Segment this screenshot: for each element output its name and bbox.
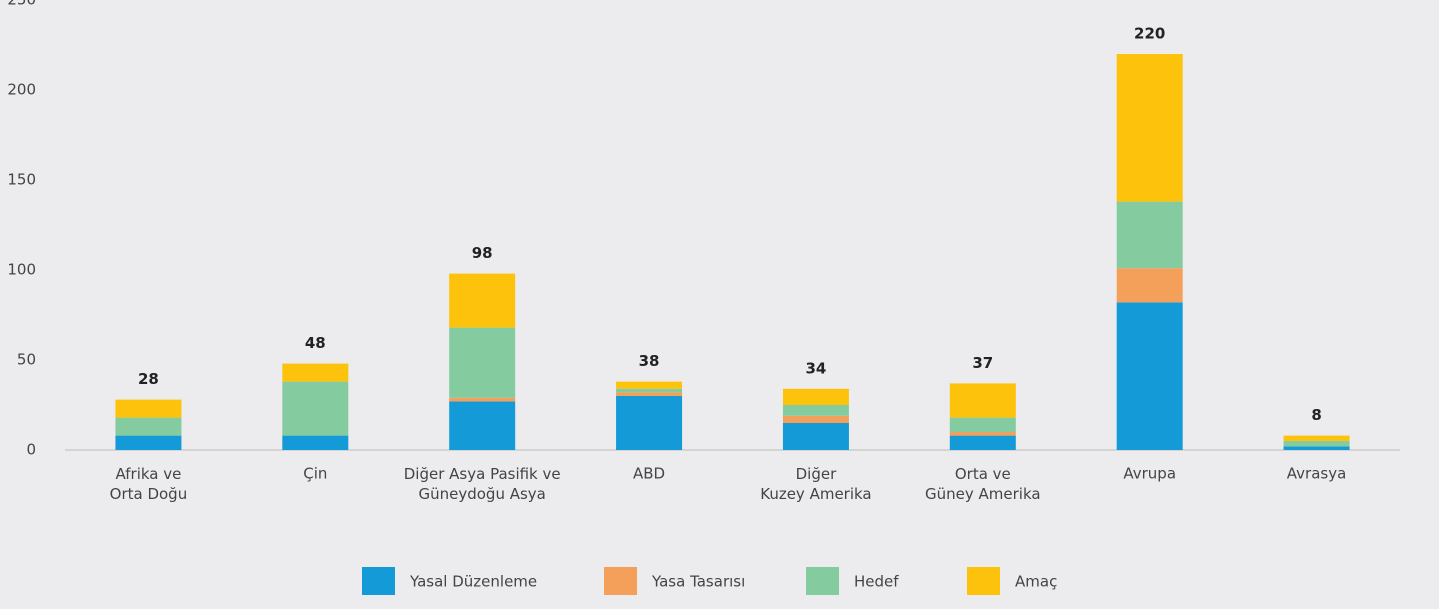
legend-swatch xyxy=(604,567,637,595)
y-tick-label: 200 xyxy=(7,81,36,99)
legend-label: Hedef xyxy=(854,573,899,591)
bar-segment xyxy=(949,383,1016,418)
bar-segment xyxy=(949,432,1016,436)
bar-segment xyxy=(782,405,849,416)
bar-segment xyxy=(616,392,683,396)
bar-segment xyxy=(949,435,1016,450)
bar-segment xyxy=(1283,435,1350,441)
bar-segment xyxy=(1283,441,1350,447)
x-tick-label: Afrika ve Orta Doğu xyxy=(110,465,188,503)
bar-segment xyxy=(115,417,182,436)
y-tick-label: 150 xyxy=(7,171,36,189)
legend-swatch xyxy=(806,567,839,595)
x-tick-label: Çin xyxy=(303,465,327,483)
total-label: 28 xyxy=(138,370,159,388)
bar-segment xyxy=(782,415,849,423)
legend-label: Amaç xyxy=(1015,573,1057,591)
x-tick-label: Diğer Asya Pasifik ve Güneydoğu Asya xyxy=(404,465,561,503)
total-label: 38 xyxy=(639,352,660,370)
y-tick-label: 100 xyxy=(7,261,36,279)
bar-segment xyxy=(782,388,849,405)
bar-segment xyxy=(1116,54,1183,202)
x-tick-label: Orta ve Güney Amerika xyxy=(925,465,1041,503)
bar-segment xyxy=(449,273,516,328)
bar-segment xyxy=(115,399,182,418)
bar-segment xyxy=(282,435,349,450)
total-label: 98 xyxy=(472,244,493,262)
total-label: 34 xyxy=(806,359,827,377)
bar-segment xyxy=(282,363,349,382)
x-tick-label: Avrupa xyxy=(1123,465,1176,483)
total-label: 220 xyxy=(1134,25,1165,43)
bar-segment xyxy=(1116,302,1183,450)
bar-segment xyxy=(449,401,516,450)
bar-segment xyxy=(449,327,516,398)
bar-segment xyxy=(449,397,516,402)
legend-swatch xyxy=(967,567,1000,595)
bar-segment xyxy=(782,423,849,450)
legend-label: Yasa Tasarısı xyxy=(651,573,745,591)
x-tick-label: Avrasya xyxy=(1287,465,1347,483)
bar-segment xyxy=(616,396,683,450)
bar-segment xyxy=(616,388,683,393)
y-tick-label: 0 xyxy=(26,441,36,459)
bar-segment xyxy=(1116,201,1183,269)
y-tick-label: 50 xyxy=(17,351,36,369)
bar-segment xyxy=(1116,268,1183,303)
bar-segment xyxy=(616,381,683,389)
legend-label: Yasal Düzenleme xyxy=(409,573,537,591)
total-label: 48 xyxy=(305,334,326,352)
total-label: 8 xyxy=(1311,406,1321,424)
bar-segment xyxy=(115,435,182,450)
bar-segment xyxy=(282,381,349,436)
bar-segment xyxy=(1283,446,1350,450)
x-tick-label: ABD xyxy=(633,465,665,483)
bar-segment xyxy=(949,417,1016,432)
total-label: 37 xyxy=(972,354,993,372)
legend-swatch xyxy=(362,567,395,595)
y-tick-label: 250 xyxy=(7,0,36,9)
x-tick-label: Diğer Kuzey Amerika xyxy=(760,465,871,503)
